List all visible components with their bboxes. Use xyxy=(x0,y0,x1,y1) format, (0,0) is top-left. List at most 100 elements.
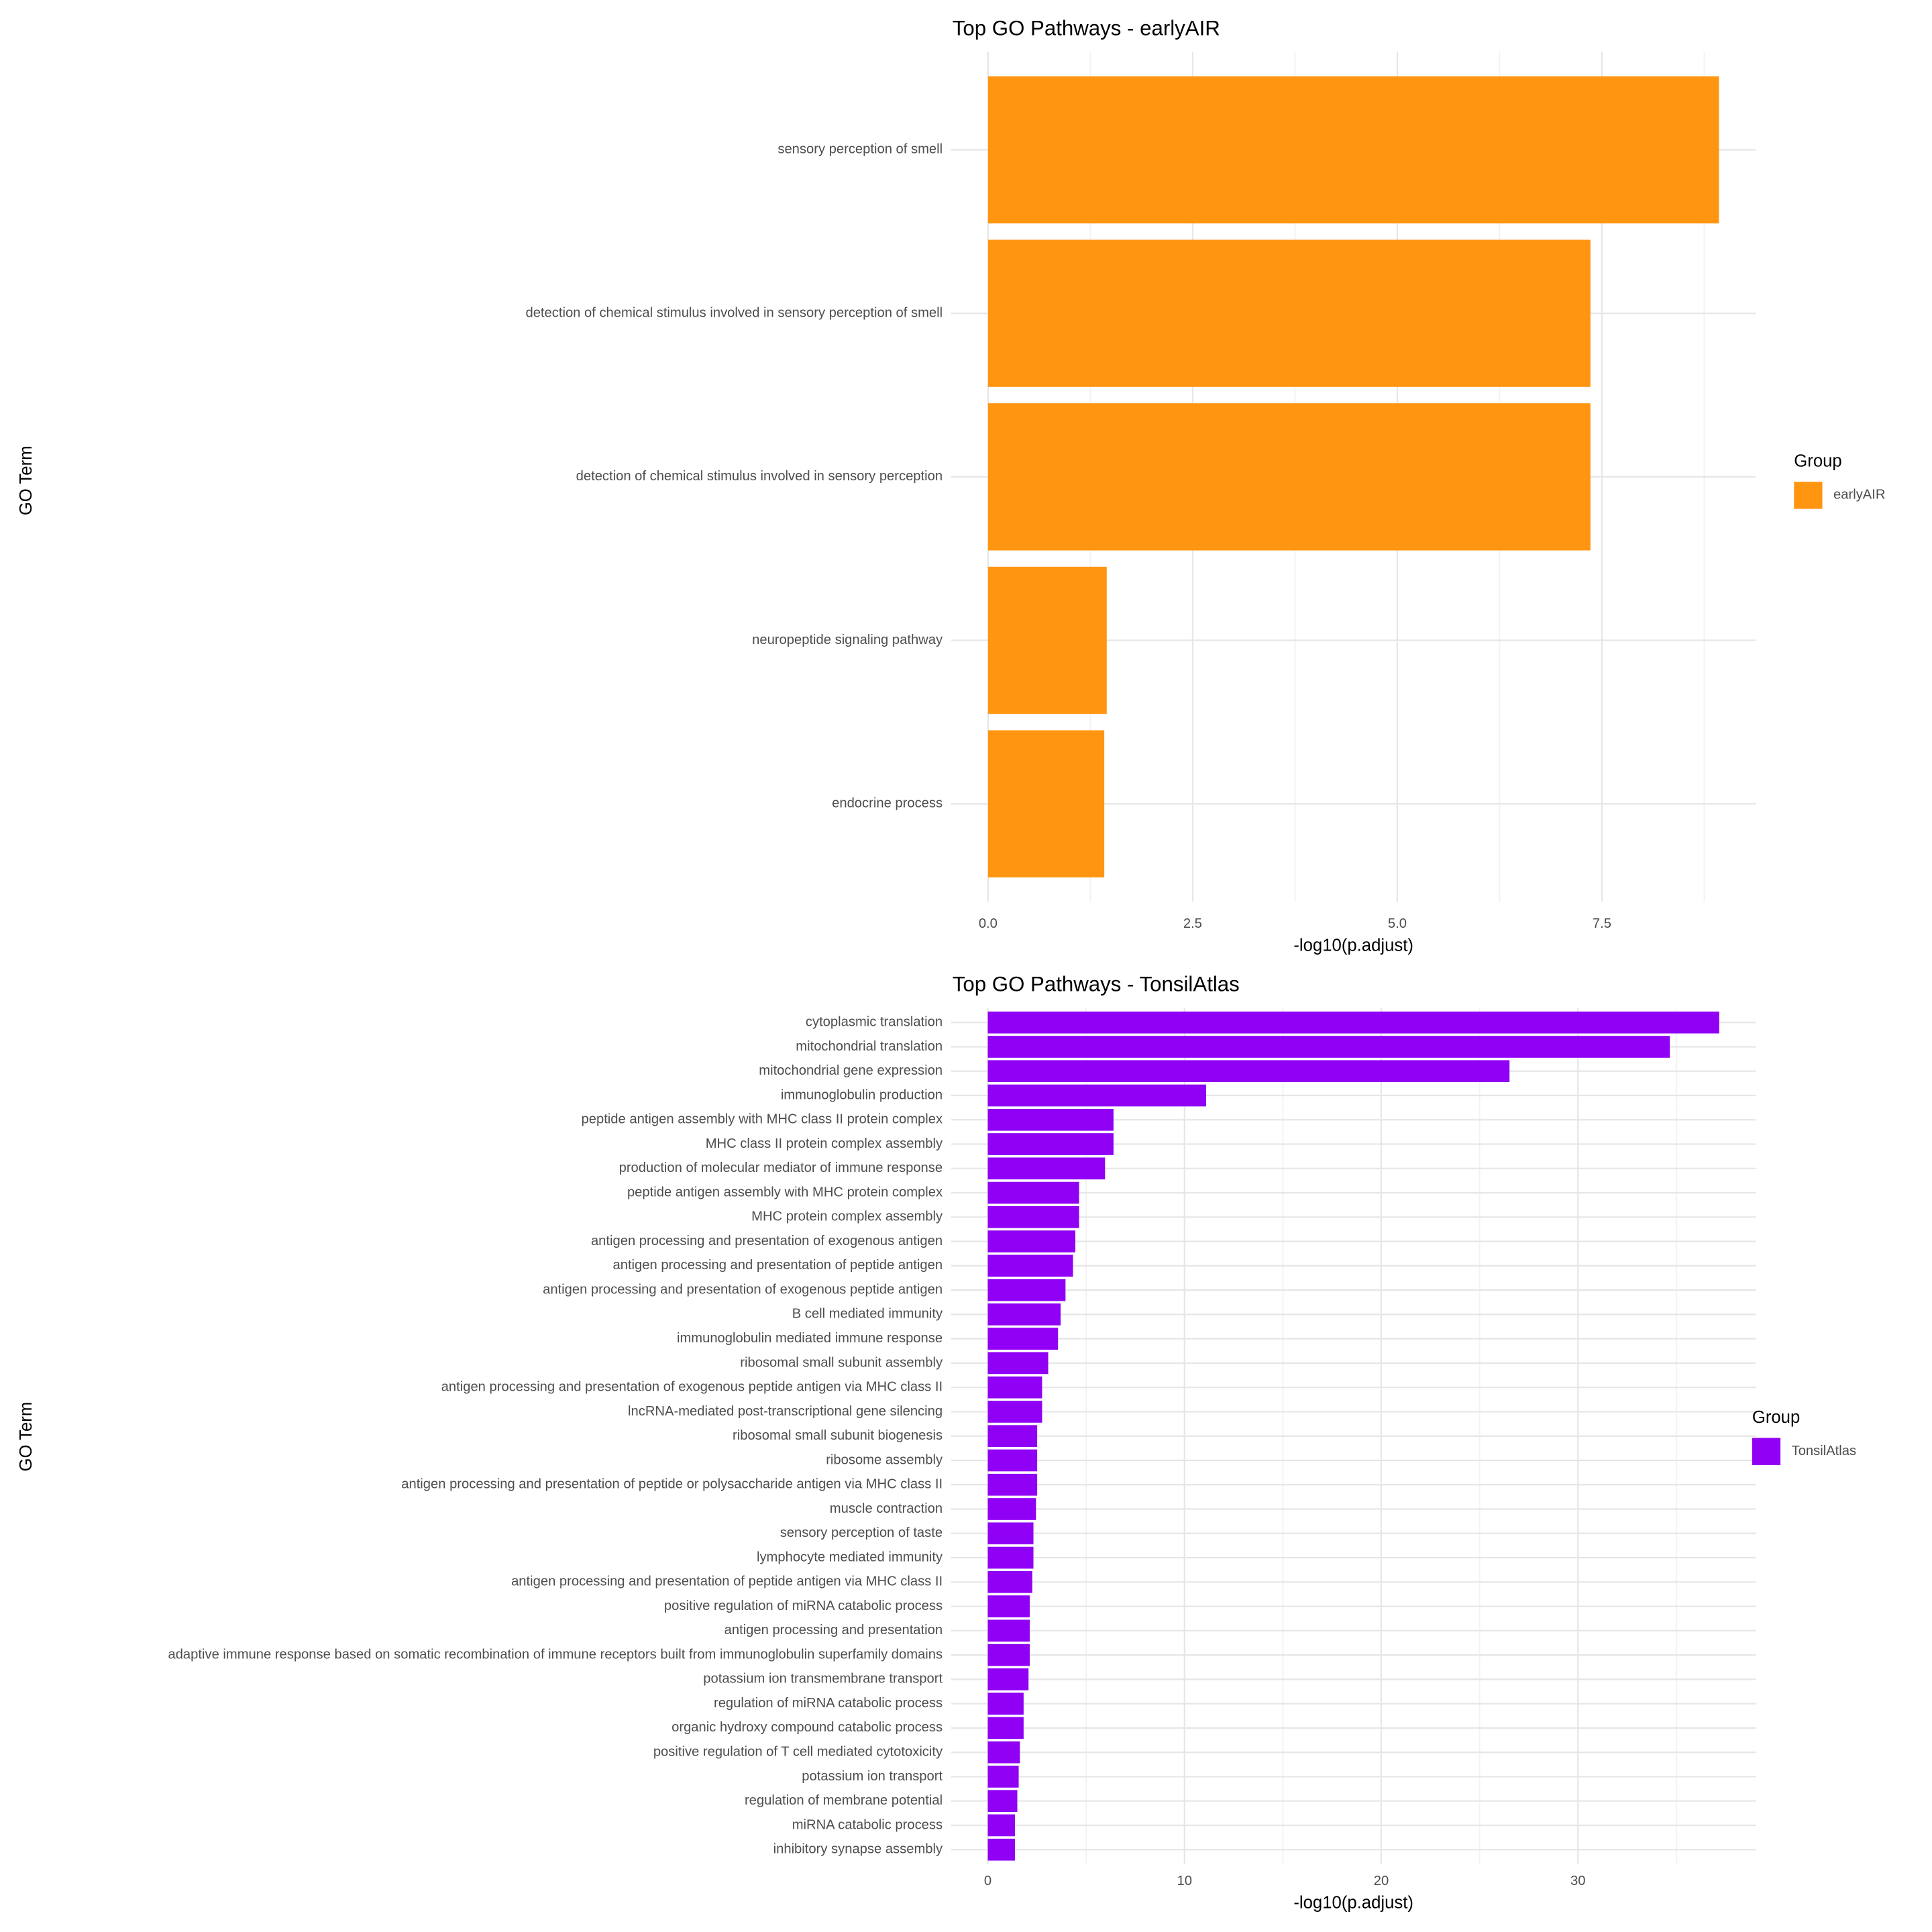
bar xyxy=(987,1036,1670,1058)
bar xyxy=(987,1693,1024,1715)
y-tick-label: antigen processing and presentation of p… xyxy=(401,1477,943,1492)
y-tick-label: neuropeptide signaling pathway xyxy=(752,633,943,647)
x-axis-title: -log10(p.adjust) xyxy=(1293,936,1413,955)
x-tick-label: 7.5 xyxy=(1593,916,1611,931)
bar xyxy=(987,1084,1207,1107)
x-tick-label: 2.5 xyxy=(1183,916,1202,931)
y-tick-label: MHC class II protein complex assembly xyxy=(706,1136,943,1151)
bar xyxy=(987,1838,1015,1861)
legend-title: Group xyxy=(1752,1408,1800,1427)
bar xyxy=(987,1279,1066,1301)
y-tick-label: B cell mediated immunity xyxy=(792,1307,943,1322)
y-tick-label: endocrine process xyxy=(832,796,943,811)
bar xyxy=(987,1498,1036,1520)
y-axis-title: GO Term xyxy=(17,445,36,515)
y-tick-label: positive regulation of miRNA catabolic p… xyxy=(664,1599,943,1613)
bar xyxy=(987,76,1719,224)
chart-title: Top GO Pathways - earlyAIR xyxy=(953,16,1220,40)
y-tick-label: immunoglobulin mediated immune response xyxy=(677,1331,943,1346)
bar xyxy=(987,1449,1038,1472)
x-tick-label: 5.0 xyxy=(1388,916,1407,931)
bar xyxy=(987,1473,1038,1496)
y-tick-label: immunoglobulin production xyxy=(781,1087,943,1102)
x-tick-label: 0 xyxy=(984,1874,991,1888)
bar xyxy=(987,1401,1042,1423)
bar xyxy=(987,1303,1061,1326)
y-tick-label: production of molecular mediator of immu… xyxy=(619,1161,943,1175)
bar xyxy=(987,1230,1075,1252)
y-tick-label: sensory perception of smell xyxy=(777,142,943,157)
bar xyxy=(987,1790,1018,1813)
chart-title: Top GO Pathways - TonsilAtlas xyxy=(953,973,1240,996)
x-tick-label: 10 xyxy=(1177,1874,1192,1888)
y-tick-label: MHC protein complex assembly xyxy=(751,1210,943,1224)
y-tick-label: antigen processing and presentation of p… xyxy=(511,1574,943,1589)
bar xyxy=(987,1254,1073,1277)
legend-swatch xyxy=(1794,482,1823,509)
legend-title: Group xyxy=(1794,452,1841,471)
legend-swatch xyxy=(1752,1438,1781,1465)
y-tick-label: potassium ion transmembrane transport xyxy=(703,1672,943,1686)
bar xyxy=(987,1206,1079,1228)
bar xyxy=(987,1425,1038,1448)
bar xyxy=(987,1133,1114,1155)
y-tick-label: ribosomal small subunit biogenesis xyxy=(733,1428,943,1443)
y-tick-label: mitochondrial gene expression xyxy=(759,1063,943,1078)
legend-label: TonsilAtlas xyxy=(1792,1444,1857,1458)
bar xyxy=(987,1157,1106,1180)
x-tick-label: 0.0 xyxy=(979,916,998,931)
y-tick-label: inhibitory synapse assembly xyxy=(773,1842,943,1857)
bar xyxy=(987,1328,1059,1350)
bar xyxy=(987,1352,1049,1375)
bar xyxy=(987,1766,1019,1788)
bar xyxy=(987,1011,1719,1034)
y-tick-label: lncRNA-mediated post-transcriptional gen… xyxy=(628,1404,943,1419)
y-axis-title: GO Term xyxy=(17,1402,36,1472)
y-tick-label: peptide antigen assembly with MHC class … xyxy=(582,1112,943,1127)
y-tick-label: detection of chemical stimulus involved … xyxy=(525,305,943,320)
bar xyxy=(987,1619,1030,1642)
y-tick-label: antigen processing and presentation of e… xyxy=(441,1380,943,1395)
bar xyxy=(987,1570,1032,1593)
y-tick-label: potassium ion transport xyxy=(802,1769,943,1784)
bar xyxy=(987,1546,1034,1569)
y-tick-label: ribosome assembly xyxy=(826,1452,943,1467)
bar xyxy=(987,566,1107,714)
y-tick-label: regulation of membrane potential xyxy=(745,1793,943,1808)
bar xyxy=(987,239,1591,387)
y-tick-label: organic hydroxy compound catabolic proce… xyxy=(672,1720,943,1735)
bar xyxy=(987,1108,1114,1131)
y-tick-label: detection of chemical stimulus involved … xyxy=(576,469,943,484)
y-tick-label: cytoplasmic translation xyxy=(806,1015,943,1030)
bar xyxy=(987,1717,1024,1739)
y-tick-label: antigen processing and presentation of e… xyxy=(543,1282,943,1297)
y-tick-label: antigen processing and presentation of e… xyxy=(591,1234,943,1248)
bar xyxy=(987,1376,1042,1399)
y-tick-label: muscle contraction xyxy=(830,1501,943,1516)
y-tick-label: regulation of miRNA catabolic process xyxy=(714,1696,943,1711)
bar xyxy=(987,730,1105,877)
y-tick-label: antigen processing and presentation of p… xyxy=(612,1258,943,1273)
y-tick-label: adaptive immune response based on somati… xyxy=(168,1647,943,1662)
x-tick-label: 20 xyxy=(1374,1874,1389,1888)
bar xyxy=(987,1181,1079,1204)
y-tick-label: antigen processing and presentation xyxy=(724,1623,943,1638)
bar xyxy=(987,1741,1020,1764)
bar xyxy=(987,403,1591,551)
y-tick-label: sensory perception of taste xyxy=(780,1525,943,1540)
bar xyxy=(987,1522,1034,1545)
bar xyxy=(987,1060,1510,1083)
y-tick-label: lymphocyte mediated immunity xyxy=(757,1550,943,1564)
legend-label: earlyAIR xyxy=(1833,488,1885,502)
y-tick-label: positive regulation of T cell mediated c… xyxy=(653,1745,943,1760)
bar xyxy=(987,1668,1029,1690)
x-axis-title: -log10(p.adjust) xyxy=(1293,1894,1413,1913)
bar xyxy=(987,1814,1015,1837)
y-tick-label: ribosomal small subunit assembly xyxy=(740,1355,943,1370)
bar xyxy=(987,1595,1030,1617)
y-tick-label: mitochondrial translation xyxy=(796,1039,943,1054)
y-tick-label: miRNA catabolic process xyxy=(792,1817,943,1832)
bar xyxy=(987,1644,1030,1666)
